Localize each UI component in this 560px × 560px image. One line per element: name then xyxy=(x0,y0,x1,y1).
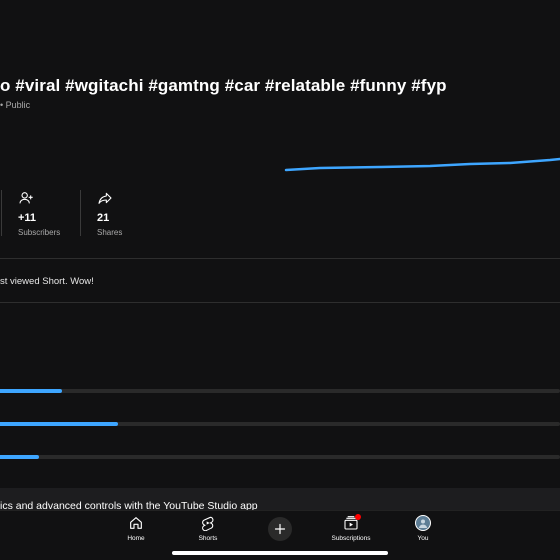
avatar-icon xyxy=(419,519,427,528)
retention-bar-fill xyxy=(0,455,40,459)
visibility-label: Public xyxy=(5,100,31,110)
stat-value: 21 xyxy=(97,212,110,224)
nav-you[interactable]: You xyxy=(388,515,458,542)
stat-value: +11 xyxy=(18,212,37,224)
stat-divider xyxy=(80,190,81,236)
retention-bar-track xyxy=(0,389,560,393)
visibility-status: • Public xyxy=(0,100,30,110)
visibility-separator: • xyxy=(0,100,4,110)
views-sparkline xyxy=(284,157,560,172)
insight-message: st viewed Short. Wow! xyxy=(0,276,94,287)
stat-shares[interactable]: 21 Shares xyxy=(97,190,157,237)
nav-subscriptions[interactable]: Subscriptions xyxy=(316,514,386,542)
video-title: o #viral #wgitachi #gamtng #car #relatab… xyxy=(0,76,447,95)
retention-bar-fill xyxy=(0,389,62,393)
nav-label: Home xyxy=(127,535,145,542)
create-button[interactable] xyxy=(268,517,292,541)
nav-label: Subscriptions xyxy=(331,535,371,542)
nav-shorts[interactable]: Shorts xyxy=(173,515,243,542)
stat-subscribers[interactable]: +11 Subscribers xyxy=(18,190,78,237)
avatar xyxy=(415,515,431,531)
shorts-icon xyxy=(202,516,214,531)
person-add-icon xyxy=(19,192,33,204)
divider xyxy=(0,302,560,303)
home-icon xyxy=(130,517,142,529)
plus-icon xyxy=(274,523,286,535)
notification-dot xyxy=(355,514,361,520)
nav-home[interactable]: Home xyxy=(101,515,171,542)
stat-label: Subscribers xyxy=(18,228,61,237)
share-icon xyxy=(98,192,112,204)
subscriptions-icon xyxy=(344,516,358,530)
stats-row: +11 Subscribers 21 Shares xyxy=(0,190,560,238)
studio-promo-text: ics and advanced controls with the YouTu… xyxy=(0,500,258,512)
nav-label: You xyxy=(417,535,429,542)
home-indicator xyxy=(172,551,388,555)
retention-bar-track xyxy=(0,422,560,426)
divider xyxy=(0,258,560,259)
retention-bar-fill xyxy=(0,422,118,426)
nav-label: Shorts xyxy=(198,535,218,542)
stat-divider xyxy=(1,190,2,236)
retention-bar-track xyxy=(0,455,560,459)
sparkline-line xyxy=(284,157,560,172)
stat-label: Shares xyxy=(97,228,123,237)
